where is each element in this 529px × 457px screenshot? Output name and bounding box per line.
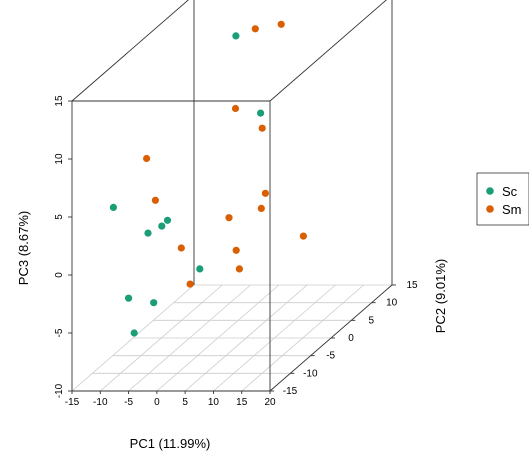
x-tick-label: 5 <box>182 397 188 408</box>
legend: Sc Sm <box>476 172 529 226</box>
z-tick-label: 15 <box>54 95 65 107</box>
point-sm <box>257 204 265 212</box>
point-sc <box>144 229 152 237</box>
y-tick-label: -15 <box>283 386 298 397</box>
y-tick-label: 15 <box>406 280 418 291</box>
point-sc <box>130 329 138 337</box>
point-sm <box>277 20 285 28</box>
x-tick-label: 15 <box>236 397 248 408</box>
x-axis-label: PC1 (11.99%) <box>130 436 211 451</box>
y-tick-label: 5 <box>369 315 375 326</box>
z-tick-label: 0 <box>54 272 65 278</box>
x-tick-label: -10 <box>93 397 108 408</box>
point-sm <box>235 265 243 273</box>
point-sm <box>251 25 259 33</box>
z-tick-label: -5 <box>54 328 65 337</box>
point-sc <box>125 294 133 302</box>
point-sm <box>258 124 266 132</box>
point-sm <box>261 189 269 197</box>
point-sm <box>177 244 185 252</box>
y-tick-label: -5 <box>326 351 335 362</box>
point-sm <box>232 246 240 254</box>
legend-marker-sc <box>486 187 494 195</box>
point-sc <box>257 109 265 117</box>
point-sm <box>186 280 194 288</box>
floor-grid <box>71 284 393 392</box>
z-axis-label: PC3 (8.67%) <box>16 211 31 285</box>
y-tick-label: -10 <box>303 368 318 379</box>
x-tick-label: 0 <box>154 397 160 408</box>
point-sm <box>225 214 233 222</box>
x-tick-label: 20 <box>264 397 276 408</box>
point-sc <box>163 216 172 224</box>
z-tick-label: 5 <box>54 214 65 220</box>
x-tick-label: 10 <box>208 397 220 408</box>
x-tick-label: -5 <box>124 397 133 408</box>
y-tick-label: 0 <box>348 333 354 344</box>
point-sc <box>109 203 117 211</box>
point-sc <box>150 299 158 307</box>
legend-label-sc: Sc <box>502 184 518 199</box>
axis-ticks: -15 -10 -5 0 5 10 15 20-15-10-5051015-10-505101… <box>54 95 418 408</box>
point-sc <box>232 32 240 40</box>
point-sm <box>151 196 159 204</box>
legend-label-sm: Sm <box>502 202 522 217</box>
point-sm <box>299 232 307 240</box>
legend-box <box>476 172 529 226</box>
z-tick-label: -10 <box>54 383 65 398</box>
x-tick-label: -15 <box>65 397 80 408</box>
plot-box <box>71 0 393 392</box>
point-sm <box>143 154 151 163</box>
box-edge <box>269 0 387 102</box>
y-axis-label: PC2 (9.01%) <box>433 259 448 333</box>
point-sm <box>231 104 240 113</box>
z-tick-label: 10 <box>54 153 65 165</box>
point-sc <box>196 265 204 273</box>
data-points <box>109 20 307 337</box>
legend-marker-sm <box>486 205 494 213</box>
point-sc <box>158 222 166 230</box>
box-edge <box>71 0 189 102</box>
y-tick-label: 10 <box>386 298 398 309</box>
